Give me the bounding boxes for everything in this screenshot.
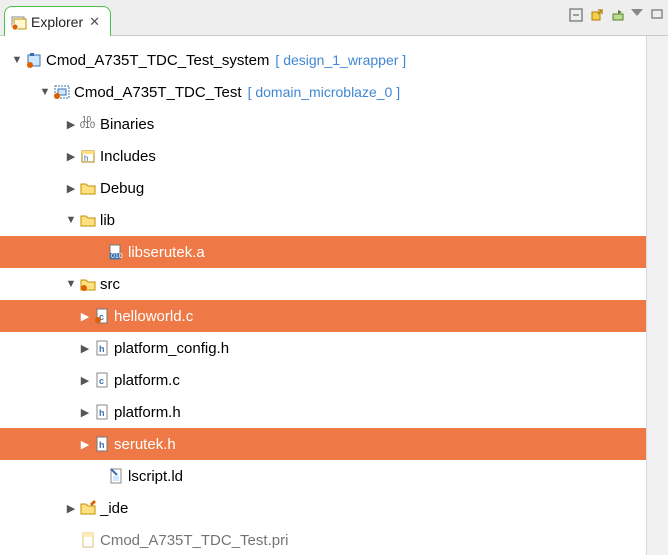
expander-icon[interactable]: ▶: [64, 150, 78, 163]
c-file-icon: c: [93, 372, 111, 388]
link-editor-icon[interactable]: [589, 7, 607, 23]
tree-label: lscript.ld: [128, 468, 183, 485]
tree-label: lib: [100, 212, 115, 229]
tab-bar: Explorer ✕: [0, 0, 668, 36]
h-file-icon: h: [93, 404, 111, 420]
tab-title: Explorer: [31, 14, 83, 30]
expander-icon[interactable]: ▶: [78, 406, 92, 419]
tree-label: serutek.h: [114, 436, 176, 453]
expander-icon[interactable]: ▶: [78, 438, 92, 451]
tree-item-lib[interactable]: ▼ lib: [0, 204, 668, 236]
tree-label: platform.h: [114, 404, 181, 421]
expander-icon[interactable]: ▶: [78, 342, 92, 355]
binaries-icon: 01010: [79, 116, 97, 132]
svg-text:c: c: [99, 376, 104, 386]
tree-item-platform-config[interactable]: ▶ h platform_config.h: [0, 332, 668, 364]
includes-icon: h: [79, 148, 97, 164]
tree-item-ide[interactable]: ▶ _ide: [0, 492, 668, 524]
h-file-icon: h: [93, 436, 111, 452]
tree-label: _ide: [100, 500, 128, 517]
folder-icon: [79, 212, 97, 228]
collapse-all-icon[interactable]: [568, 7, 586, 23]
tree-label: Debug: [100, 180, 144, 197]
tree-label: Cmod_A735T_TDC_Test.pri: [100, 532, 288, 549]
explorer-icon: [11, 14, 27, 30]
tree-item-platform-c[interactable]: ▶ c platform.c: [0, 364, 668, 396]
project-tree[interactable]: ▼ Cmod_A735T_TDC_Test_system [ design_1_…: [0, 36, 668, 556]
vertical-scrollbar[interactable]: [646, 36, 668, 555]
svg-text:h: h: [99, 344, 105, 354]
expander-icon[interactable]: ▼: [38, 86, 52, 98]
tree-item-system[interactable]: ▼ Cmod_A735T_TDC_Test_system [ design_1_…: [0, 44, 668, 76]
expander-icon[interactable]: ▼: [64, 278, 78, 290]
tree-item-debug[interactable]: ▶ Debug: [0, 172, 668, 204]
tree-bracket: [ domain_microblaze_0 ]: [248, 84, 401, 100]
tree-label: Cmod_A735T_TDC_Test_system: [46, 52, 269, 69]
tree-item-src[interactable]: ▼ src: [0, 268, 668, 300]
tree-label: platform_config.h: [114, 340, 229, 357]
minimize-icon[interactable]: [630, 7, 644, 23]
expander-icon[interactable]: ▶: [78, 310, 92, 323]
expander-icon[interactable]: ▼: [10, 54, 24, 66]
maximize-icon[interactable]: [650, 7, 664, 23]
svg-text:010: 010: [111, 253, 123, 260]
tree-item-libserutek[interactable]: 010 libserutek.a: [0, 236, 668, 268]
expander-icon[interactable]: ▶: [64, 502, 78, 515]
expander-icon[interactable]: ▶: [78, 374, 92, 387]
tree-item-platform-h[interactable]: ▶ h platform.h: [0, 396, 668, 428]
archive-file-icon: 010: [107, 244, 125, 260]
view-menu: [630, 7, 664, 23]
focus-icon[interactable]: [610, 7, 628, 23]
tree-bracket: [ design_1_wrapper ]: [275, 52, 406, 68]
tree-item-helloworld[interactable]: ▶ c helloworld.c: [0, 300, 668, 332]
ld-file-icon: [107, 468, 125, 484]
tree-item-binaries[interactable]: ▶ 01010 Binaries: [0, 108, 668, 140]
app-project-icon: [53, 84, 71, 100]
expander-icon[interactable]: ▶: [64, 182, 78, 195]
tree-label: Cmod_A735T_TDC_Test: [74, 84, 242, 101]
tree-label: platform.c: [114, 372, 180, 389]
tree-label: Includes: [100, 148, 156, 165]
tree-item-lscript[interactable]: lscript.ld: [0, 460, 668, 492]
explorer-tab[interactable]: Explorer ✕: [4, 6, 111, 36]
tree-label: helloworld.c: [114, 308, 193, 325]
folder-modified-icon: [79, 276, 97, 292]
svg-text:10: 10: [82, 116, 91, 124]
tree-label: libserutek.a: [128, 244, 205, 261]
folder-icon: [79, 180, 97, 196]
view-toolbar: [568, 7, 628, 23]
svg-text:h: h: [84, 154, 88, 163]
expander-icon[interactable]: ▶: [64, 118, 78, 131]
tree-item-app[interactable]: ▼ Cmod_A735T_TDC_Test [ domain_microblaz…: [0, 76, 668, 108]
close-icon[interactable]: ✕: [89, 14, 100, 30]
file-icon: [79, 532, 97, 548]
tree-item-serutek-h[interactable]: ▶ h serutek.h: [0, 428, 668, 460]
folder-edit-icon: [79, 500, 97, 516]
system-project-icon: [25, 52, 43, 68]
h-file-icon: h: [93, 340, 111, 356]
tree-item-includes[interactable]: ▶ h Includes: [0, 140, 668, 172]
svg-text:h: h: [99, 440, 105, 450]
expander-icon[interactable]: ▼: [64, 214, 78, 226]
tree-item-cutoff[interactable]: Cmod_A735T_TDC_Test.pri: [0, 524, 668, 556]
tree-label: Binaries: [100, 116, 154, 133]
tree-label: src: [100, 276, 120, 293]
c-file-modified-icon: c: [93, 308, 111, 324]
svg-text:h: h: [99, 408, 105, 418]
